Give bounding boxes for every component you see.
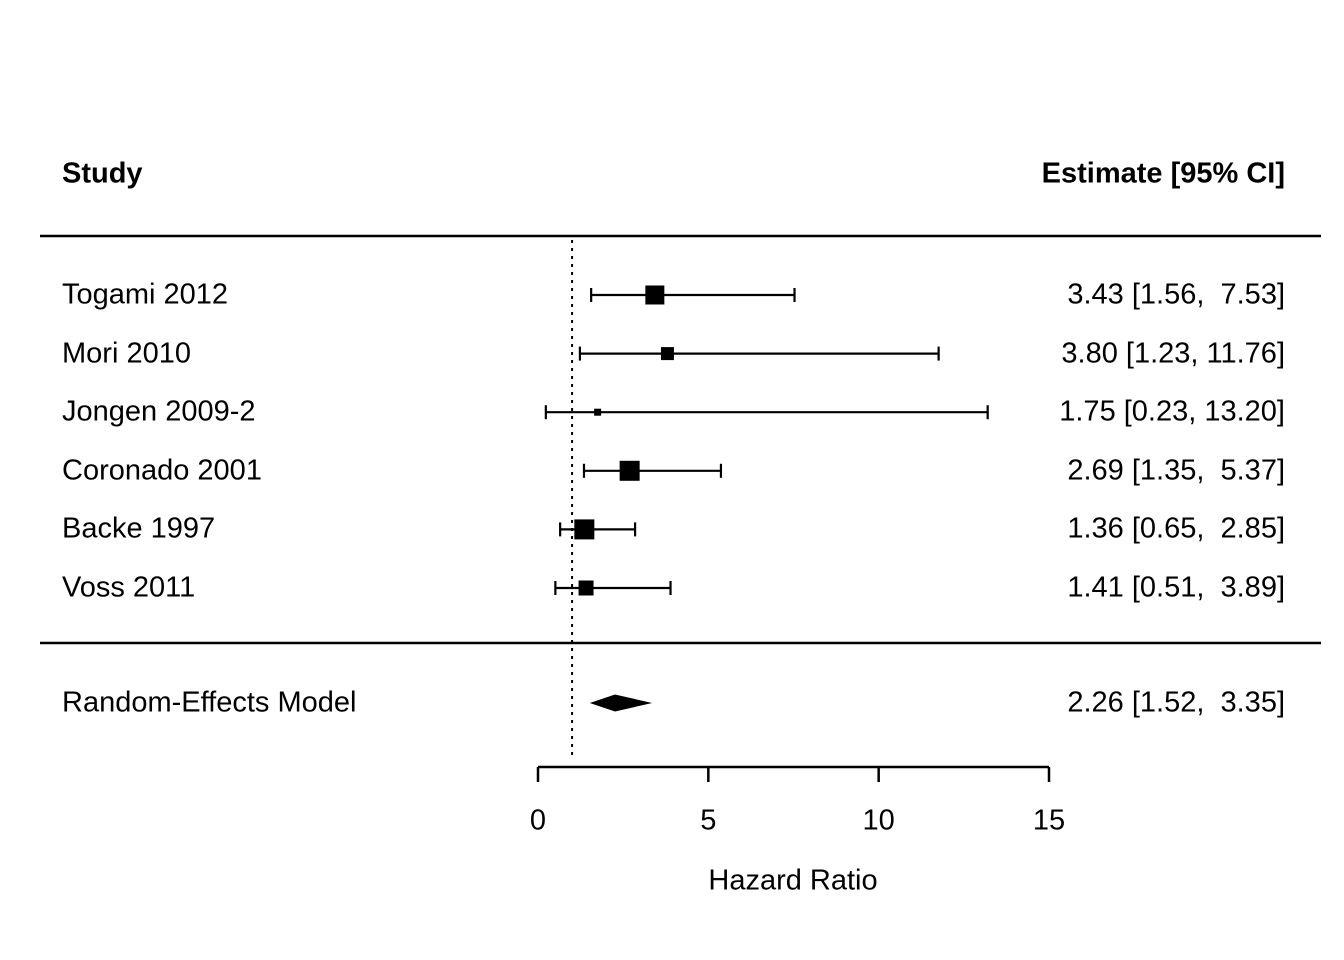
study-label: Coronado 2001 (62, 454, 262, 487)
summary-estimate: 2.26 [1.52, 3.35] (1067, 686, 1285, 719)
column-header-study: Study (62, 157, 143, 190)
study-label: Jongen 2009-2 (62, 395, 256, 428)
study-estimate: 3.43 [1.56, 7.53] (1067, 278, 1285, 311)
study-label: Togami 2012 (62, 278, 229, 311)
study-estimate: 3.80 [1.23, 11.76] (1061, 337, 1285, 370)
x-axis-tick-label: 15 (1032, 804, 1066, 837)
estimate-square (578, 580, 594, 596)
study-label: Voss 2011 (62, 571, 196, 604)
x-axis-tick-label: 0 (529, 804, 547, 837)
study-estimate: 1.41 [0.51, 3.89] (1067, 571, 1285, 604)
summary-label: Random-Effects Model (62, 686, 357, 719)
column-header-estimate: Estimate [95% CI] (1041, 157, 1285, 190)
study-estimate: 1.75 [0.23, 13.20] (1059, 395, 1285, 428)
estimate-square (619, 460, 640, 481)
x-axis-label: Hazard Ratio (708, 864, 878, 897)
study-estimate: 2.69 [1.35, 5.37] (1067, 454, 1285, 487)
study-label: Mori 2010 (62, 337, 191, 370)
study-estimate: 1.36 [0.65, 2.85] (1067, 512, 1285, 545)
estimate-square (660, 347, 674, 361)
x-axis-tick-label: 10 (862, 804, 895, 837)
estimate-square (574, 519, 595, 540)
x-axis-tick-label: 5 (700, 804, 717, 837)
study-label: Backe 1997 (62, 512, 216, 545)
estimate-square (594, 408, 602, 416)
summary-diamond (589, 694, 653, 712)
estimate-square (645, 285, 665, 305)
